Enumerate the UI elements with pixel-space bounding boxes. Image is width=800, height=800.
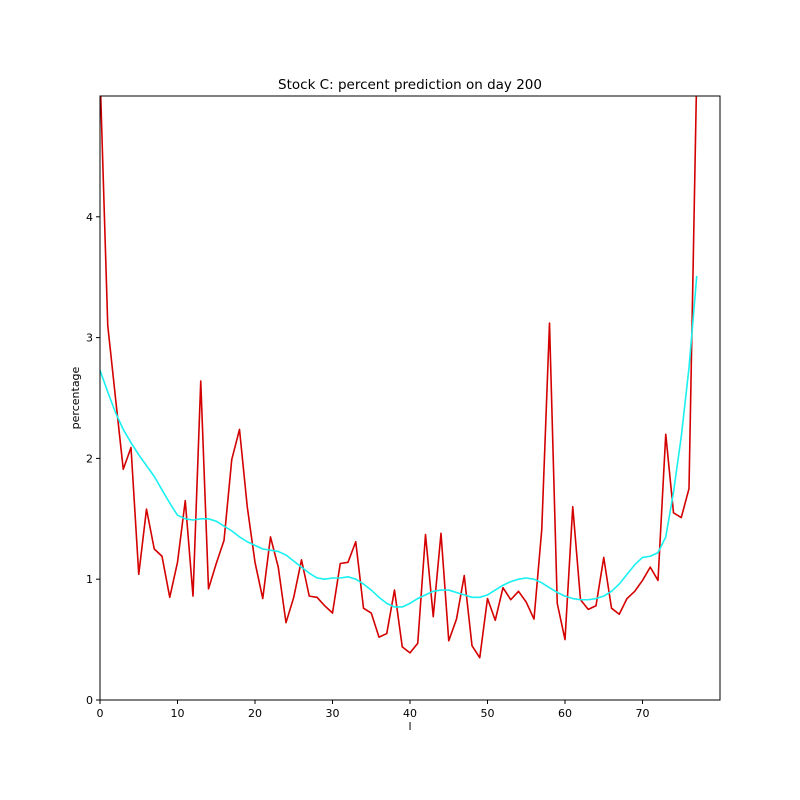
plot-frame: [99, 95, 721, 701]
chart-title: Stock C: percent prediction on day 200: [278, 77, 542, 93]
y-tick-label: 2: [86, 452, 93, 465]
series-line-1: [100, 96, 698, 659]
x-tick-label: 20: [248, 707, 262, 720]
x-tick-label: 60: [558, 707, 572, 720]
series-line-2: [100, 275, 698, 608]
y-tick-label: 1: [86, 573, 93, 586]
y-axis-ticks: 0 1 2 3 4: [86, 211, 100, 707]
y-axis-label: percentage: [69, 366, 82, 429]
x-tick-label: 30: [326, 707, 340, 720]
x-tick-label: 50: [481, 707, 495, 720]
x-tick-label: 10: [171, 707, 185, 720]
x-tick-label: 40: [403, 707, 417, 720]
y-tick-label: 4: [86, 211, 93, 224]
y-tick-label: 3: [86, 332, 93, 345]
y-tick-label: 0: [86, 694, 93, 707]
x-axis-ticks: 0 10 20 30 40 50 60 70: [97, 700, 650, 720]
x-axis-label: l: [408, 720, 411, 733]
series-layer: [100, 96, 698, 659]
x-tick-label: 70: [636, 707, 650, 720]
x-tick-label: 0: [97, 707, 104, 720]
